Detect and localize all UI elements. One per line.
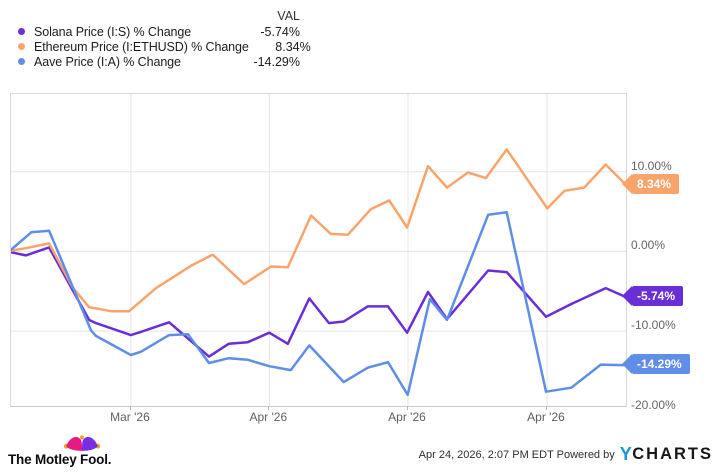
x-axis-label: Mar '26 <box>110 410 150 424</box>
legend-val-header: VAL <box>277 9 300 23</box>
y-axis-label: -10.00% <box>631 318 676 333</box>
x-axis-tick <box>406 406 408 410</box>
ycharts-logo: Y CHARTS <box>620 444 713 465</box>
chart-plot-frame <box>10 93 627 407</box>
legend-label-solana: Solana Price (I:S) % Change <box>34 24 192 39</box>
legend-row-solana: Solana Price (I:S) % Change -5.74% <box>18 24 300 39</box>
x-axis-tick <box>268 406 270 410</box>
footer-attribution: Apr 24, 2026, 2:07 PM EDT Powered by Y C… <box>419 444 713 465</box>
motley-fool-wordmark: The Motley Fool. <box>8 452 112 467</box>
y-axis-label: -20.00% <box>631 397 676 412</box>
legend-value-aave: -14.29% <box>253 54 300 69</box>
value-badge-solana: -5.74% <box>632 286 684 307</box>
legend-dot-aave-icon <box>18 58 25 65</box>
x-axis-tick <box>129 406 131 410</box>
series-line-ethereum <box>11 148 626 313</box>
x-axis-tick <box>545 406 547 410</box>
ycharts-logo-charts: CHARTS <box>632 445 713 463</box>
legend-label-aave: Aave Price (I:A) % Change <box>34 54 181 69</box>
chart-timestamp: Apr 24, 2026, 2:07 PM EDT Powered by <box>418 448 615 461</box>
series-line-solana <box>11 246 626 358</box>
legend-row-ethereum: Ethereum Price (I:ETHUSD) % Change 8.34% <box>18 39 311 54</box>
motley-fool-logo: The Motley Fool. <box>8 435 138 470</box>
chart-plot-svg <box>11 94 626 406</box>
legend-value-solana: -5.74% <box>260 24 300 39</box>
value-badge-ethereum: 8.34% <box>632 173 680 194</box>
legend-dot-ethereum-icon <box>18 43 25 50</box>
y-axis-label: 10.00% <box>631 158 672 173</box>
legend: VAL Solana Price (I:S) % Change -5.74% E… <box>18 9 311 69</box>
legend-dot-solana-icon <box>18 28 25 35</box>
x-axis-label: Apr '26 <box>249 410 288 424</box>
value-badge-aave: -14.29% <box>632 354 690 375</box>
ycharts-logo-y: Y <box>619 444 633 464</box>
legend-value-ethereum: 8.34% <box>275 39 311 54</box>
x-axis-label: Apr '26 <box>388 410 426 424</box>
series-line-aave <box>11 211 626 397</box>
legend-label-ethereum: Ethereum Price (I:ETHUSD) % Change <box>34 39 249 54</box>
jester-hat-icon <box>63 435 101 451</box>
legend-row-aave: Aave Price (I:A) % Change -14.29% <box>18 54 300 69</box>
y-axis-label: 0.00% <box>631 238 666 253</box>
x-axis-label: Apr '26 <box>527 410 565 424</box>
